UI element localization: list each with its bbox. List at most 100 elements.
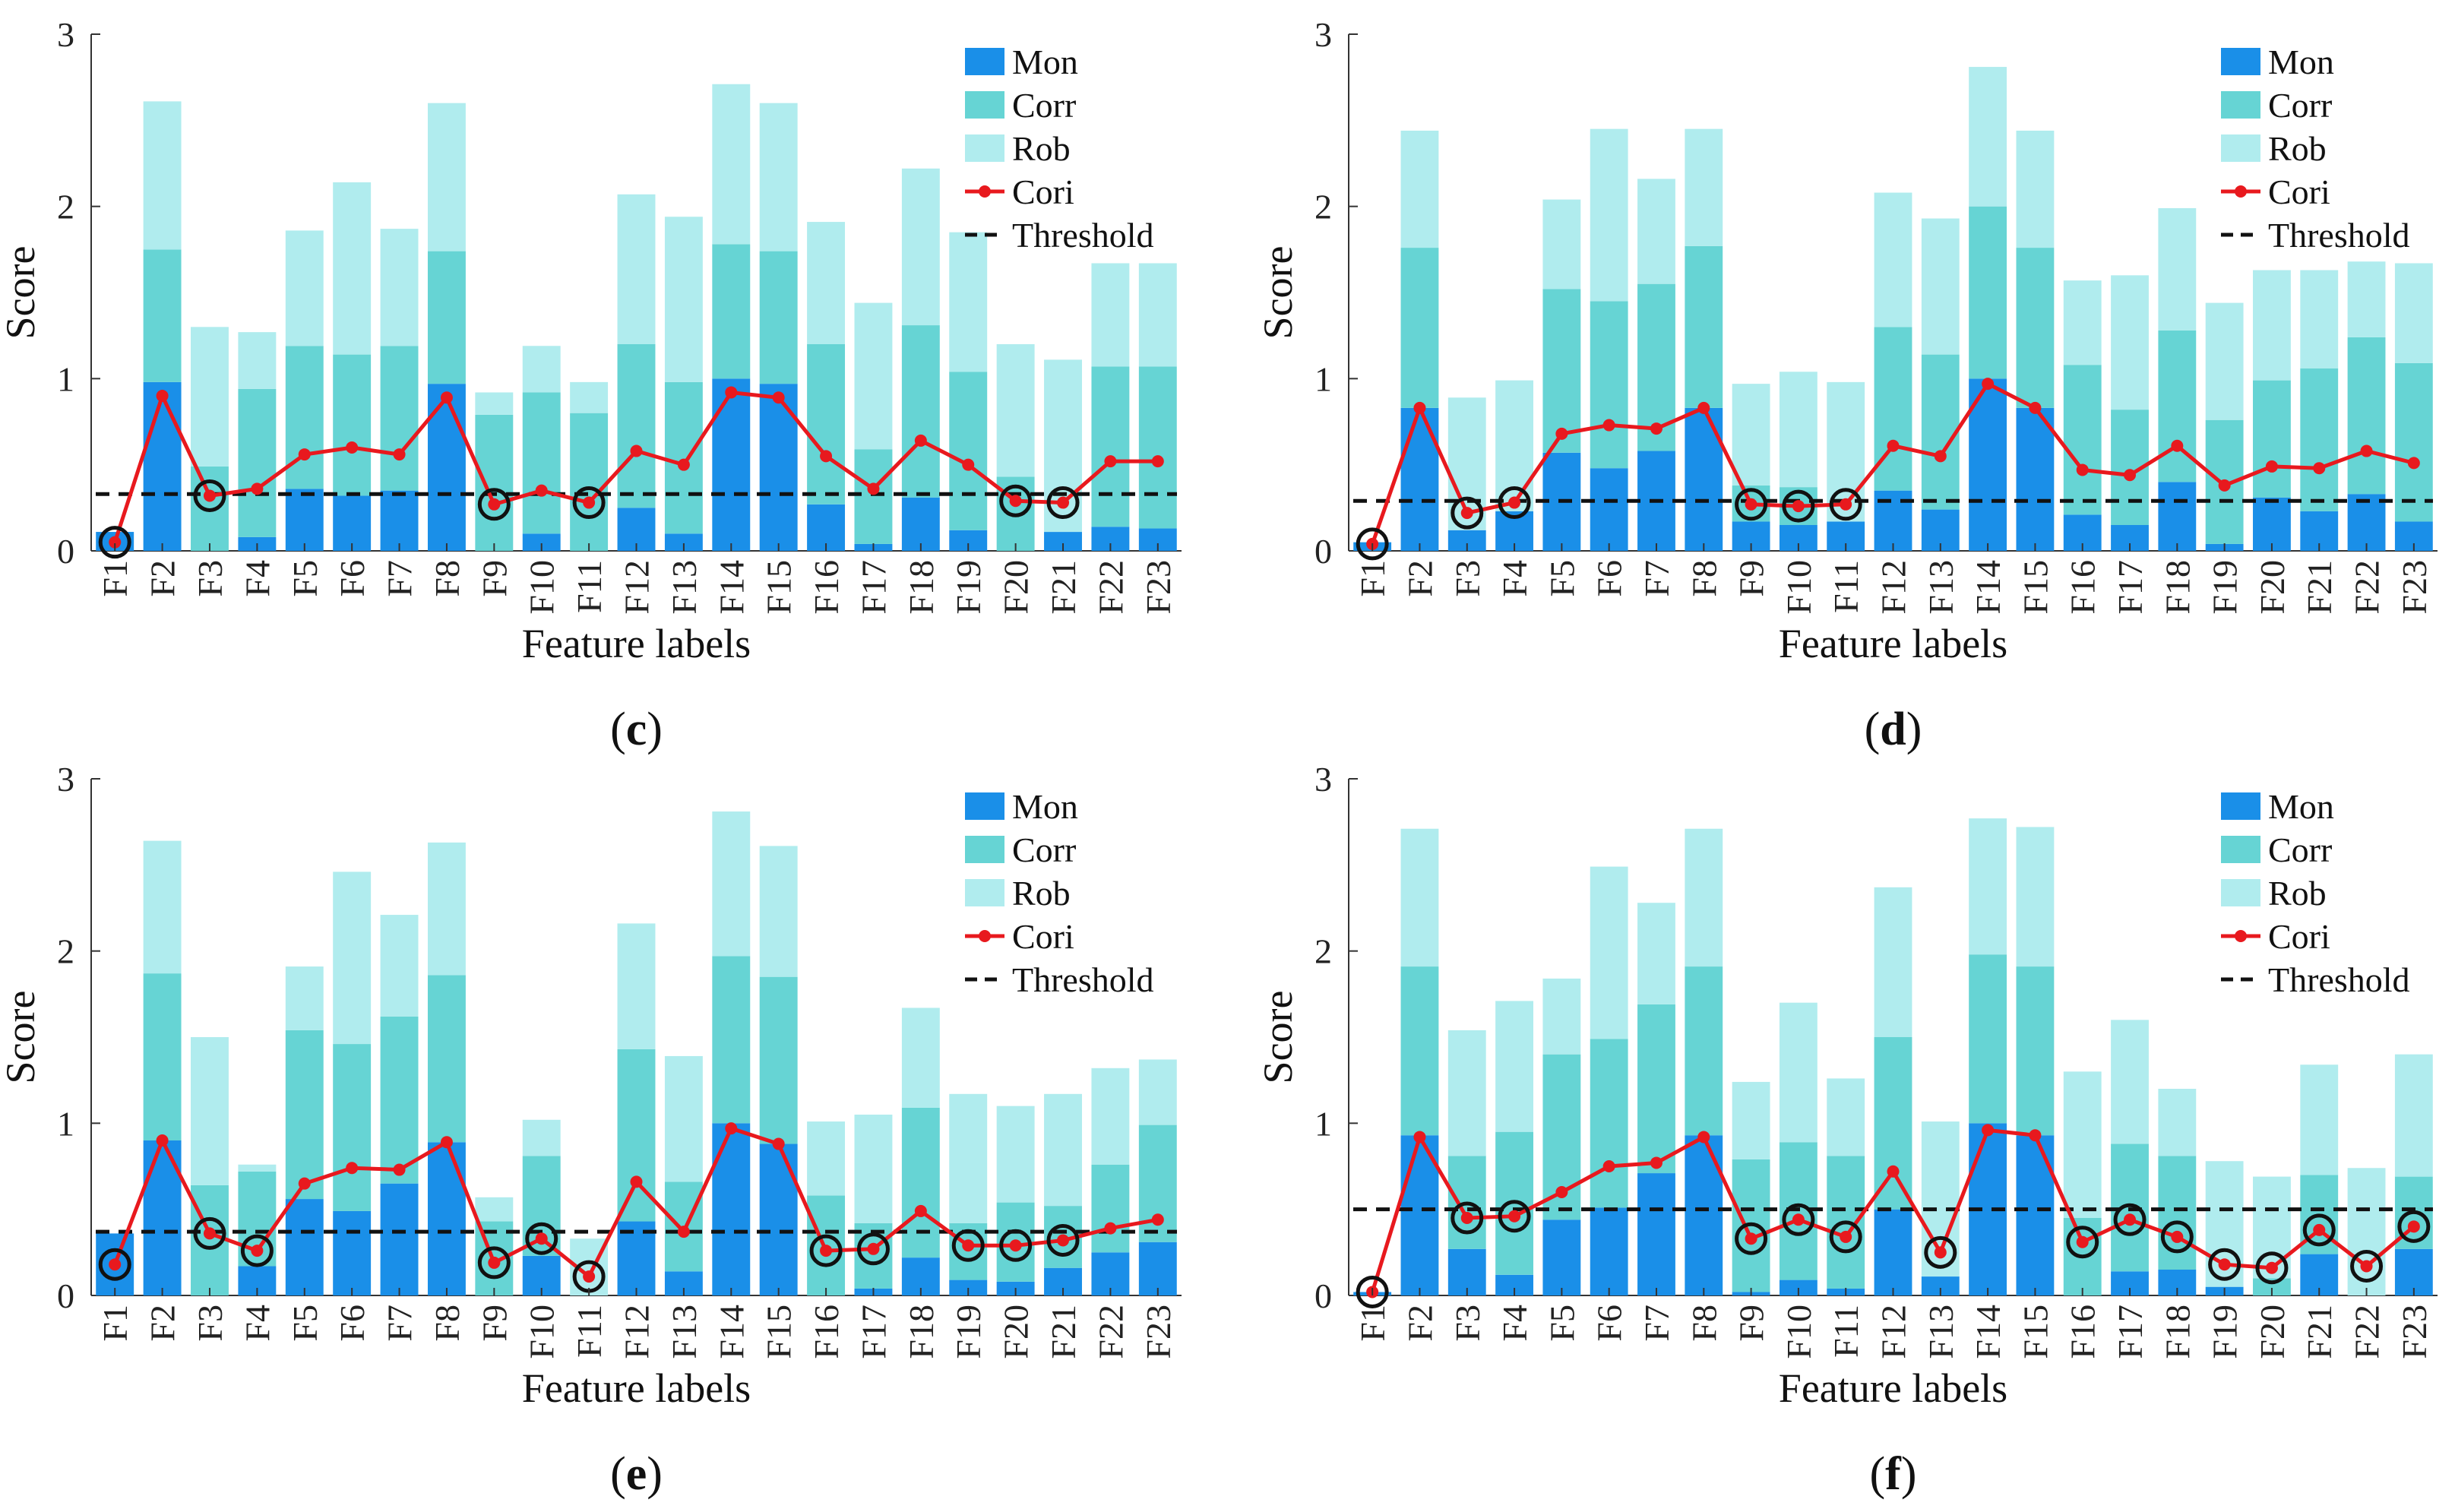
legend-label: Threshold — [1012, 960, 1154, 999]
bar-rob-F5 — [1542, 199, 1581, 289]
bar-rob-F17 — [2111, 275, 2149, 410]
bar-mon-F18 — [901, 497, 940, 551]
x-tick-label: F21 — [2300, 1305, 2339, 1359]
panel-letter: c — [626, 704, 647, 755]
cori-point-F12 — [630, 444, 643, 457]
legend-label: Rob — [2268, 874, 2327, 913]
cori-point-F4 — [251, 1245, 264, 1257]
bar-mon-F6 — [333, 1210, 372, 1295]
x-tick-label: F22 — [2348, 1305, 2387, 1359]
selected-marker-F16 — [2066, 1226, 2099, 1259]
panel-letter: f — [1885, 1448, 1902, 1500]
y-axis-title: Score — [1255, 246, 1301, 340]
y-axis-title: Score — [0, 991, 43, 1084]
selected-marker-F10 — [525, 1222, 558, 1255]
legend-swatch-cori-dot — [979, 185, 991, 198]
selected-marker-F21 — [1046, 486, 1080, 520]
cori-point-F21 — [2313, 1223, 2326, 1236]
legend-swatch-rob — [965, 134, 1004, 162]
x-axis-title: Feature labels — [522, 1365, 751, 1411]
x-tick-label: F17 — [2111, 1305, 2150, 1359]
cori-point-F16 — [820, 450, 833, 463]
selected-marker-F16 — [809, 1234, 843, 1267]
x-tick-label: F15 — [760, 1305, 799, 1359]
bar-rob-F9 — [1732, 1081, 1770, 1159]
bar-rob-F17 — [854, 1115, 893, 1223]
x-tick-label: F15 — [2016, 560, 2055, 615]
cori-point-F5 — [1555, 1186, 1568, 1198]
bar-mon-F23 — [2394, 1248, 2433, 1295]
y-tick-label: 1 — [57, 1104, 74, 1143]
cori-point-F6 — [346, 441, 359, 454]
bar-rob-F13 — [1921, 218, 1960, 355]
bar-mon-F15 — [2016, 407, 2055, 551]
bar-rob-F22 — [2347, 1168, 2386, 1295]
legend-label: Corr — [2268, 86, 2332, 125]
x-tick-label: F10 — [523, 1305, 562, 1359]
cori-point-F8 — [440, 1136, 453, 1149]
y-tick-label: 0 — [57, 532, 74, 571]
selected-marker-F20 — [999, 1229, 1033, 1262]
cori-point-F4 — [1508, 1210, 1521, 1223]
cori-point-F7 — [393, 448, 406, 461]
legend-swatch-corr — [965, 91, 1004, 119]
bar-rob-F19 — [949, 1093, 988, 1223]
panel-label: (c) — [610, 704, 663, 755]
x-tick-label: F4 — [238, 1305, 277, 1342]
selected-marker-F11 — [1829, 1220, 1862, 1254]
bar-mon-F23 — [1138, 1242, 1177, 1295]
bar-corr-F14 — [1969, 954, 2007, 1124]
legend-swatch-rob — [2221, 879, 2260, 906]
selected-marker-F18 — [2160, 1220, 2194, 1254]
cori-point-F11 — [583, 496, 596, 509]
bar-mon-F8 — [427, 1142, 466, 1295]
x-tick-label: F6 — [333, 560, 372, 597]
bar-rob-F7 — [1637, 903, 1675, 1004]
x-tick-label: F18 — [902, 1305, 941, 1359]
cori-point-F20 — [2265, 1261, 2278, 1274]
x-tick-label: F23 — [2395, 1305, 2434, 1359]
cori-point-F1 — [109, 1258, 122, 1271]
bar-corr-F12 — [1874, 327, 1912, 491]
bar-rob-F10 — [522, 346, 561, 393]
x-axis-title: Feature labels — [1779, 621, 2007, 666]
x-tick-label: F3 — [1448, 1305, 1487, 1342]
x-tick-label: F14 — [712, 560, 751, 615]
selected-marker-F20 — [2255, 1251, 2289, 1285]
x-tick-label: F9 — [1732, 1305, 1771, 1342]
x-tick-label: F7 — [381, 560, 419, 597]
y-axis-title: Score — [1255, 991, 1301, 1084]
y-tick-label: 0 — [57, 1276, 74, 1315]
cori-point-F6 — [1602, 419, 1615, 432]
selected-marker-F23 — [2397, 1210, 2431, 1243]
x-tick-label: F9 — [475, 560, 514, 597]
selected-marker-F19 — [951, 1229, 985, 1262]
bar-corr-F14 — [1969, 206, 2007, 379]
x-tick-label: F19 — [949, 1305, 988, 1359]
x-tick-label: F19 — [949, 560, 988, 615]
legend-label: Threshold — [2268, 960, 2410, 999]
bar-corr-F2 — [143, 249, 182, 382]
bar-corr-F15 — [2016, 966, 2055, 1136]
legend-label: Cori — [1012, 172, 1074, 211]
y-tick-label: 3 — [57, 15, 74, 54]
cori-point-F18 — [2171, 439, 2184, 452]
selected-marker-F4 — [1498, 1200, 1531, 1233]
cori-point-F10 — [535, 484, 548, 497]
y-tick-label: 0 — [1315, 532, 1332, 571]
y-tick-label: 3 — [57, 760, 74, 799]
x-tick-label: F5 — [286, 1305, 324, 1342]
bar-corr-F4 — [238, 388, 277, 537]
bar-rob-F15 — [2016, 130, 2055, 248]
selected-marker-F11 — [572, 486, 606, 520]
bar-corr-F8 — [1685, 245, 1723, 408]
x-axis-title: Feature labels — [522, 621, 751, 666]
bar-rob-F22 — [2347, 261, 2386, 337]
cori-point-F22 — [2360, 444, 2373, 457]
bar-rob-F6 — [333, 871, 372, 1045]
bar-corr-F2 — [143, 973, 182, 1140]
legend-swatch-mon — [965, 48, 1004, 75]
bar-mon-F6 — [1590, 1207, 1628, 1295]
bar-corr-F22 — [1091, 366, 1130, 527]
cori-point-F19 — [2218, 479, 2231, 492]
